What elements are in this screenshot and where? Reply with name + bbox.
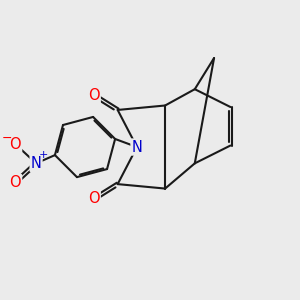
Text: O: O: [88, 88, 100, 103]
Text: O: O: [88, 191, 100, 206]
Text: N: N: [131, 140, 142, 154]
Text: +: +: [39, 150, 48, 160]
Text: O: O: [10, 136, 21, 152]
Text: O: O: [10, 175, 21, 190]
Text: N: N: [31, 156, 41, 171]
Text: −: −: [2, 132, 12, 145]
